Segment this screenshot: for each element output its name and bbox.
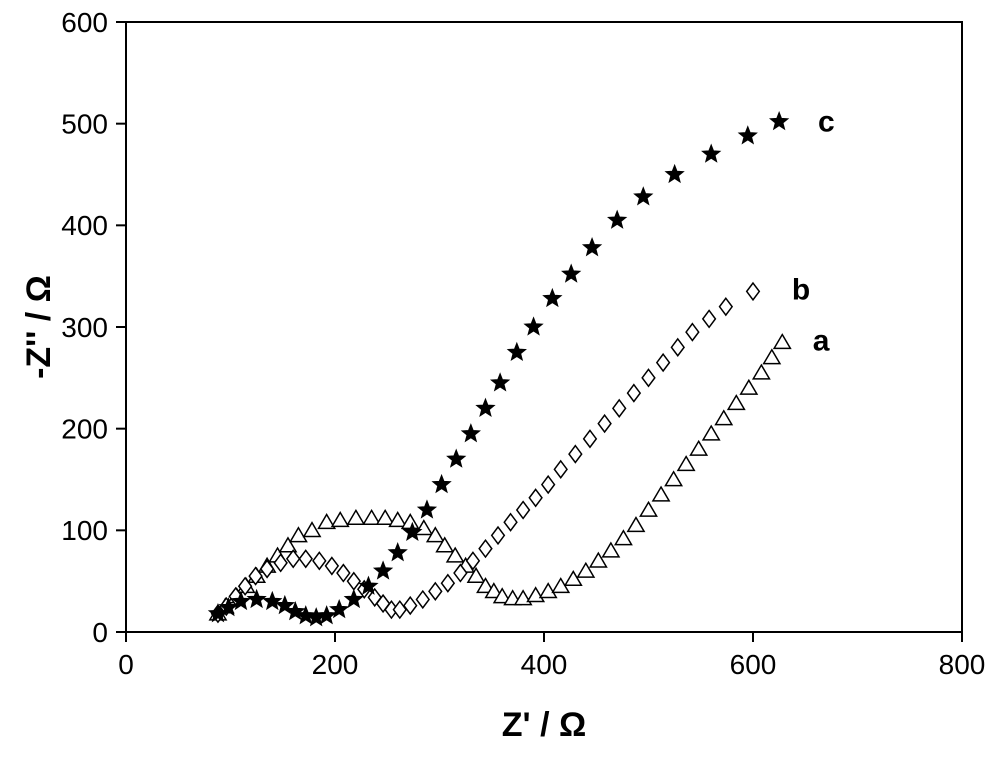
y-tick-label: 0 <box>92 617 108 648</box>
series-label-b: b <box>792 273 810 306</box>
y-tick-label: 500 <box>61 108 108 139</box>
y-axis-label: -Z'' / Ω <box>20 275 58 379</box>
y-tick-label: 100 <box>61 515 108 546</box>
y-tick-label: 400 <box>61 210 108 241</box>
x-axis-label: Z' / Ω <box>502 706 586 744</box>
nyquist-chart: 0 200 400 600 800 Z' / Ω 0 100 200 300 400 500 600 -Z… <box>0 0 1000 767</box>
y-tick-label: 600 <box>61 7 108 38</box>
x-tick-label: 600 <box>730 649 777 680</box>
series-label-a: a <box>813 324 830 357</box>
x-tick-label: 400 <box>521 649 568 680</box>
y-tick-label: 300 <box>61 312 108 343</box>
series-label-c: c <box>818 106 835 139</box>
x-tick-label: 800 <box>939 649 986 680</box>
x-tick-label: 200 <box>312 649 359 680</box>
y-tick-label: 200 <box>61 413 108 444</box>
x-tick-label: 0 <box>118 649 134 680</box>
